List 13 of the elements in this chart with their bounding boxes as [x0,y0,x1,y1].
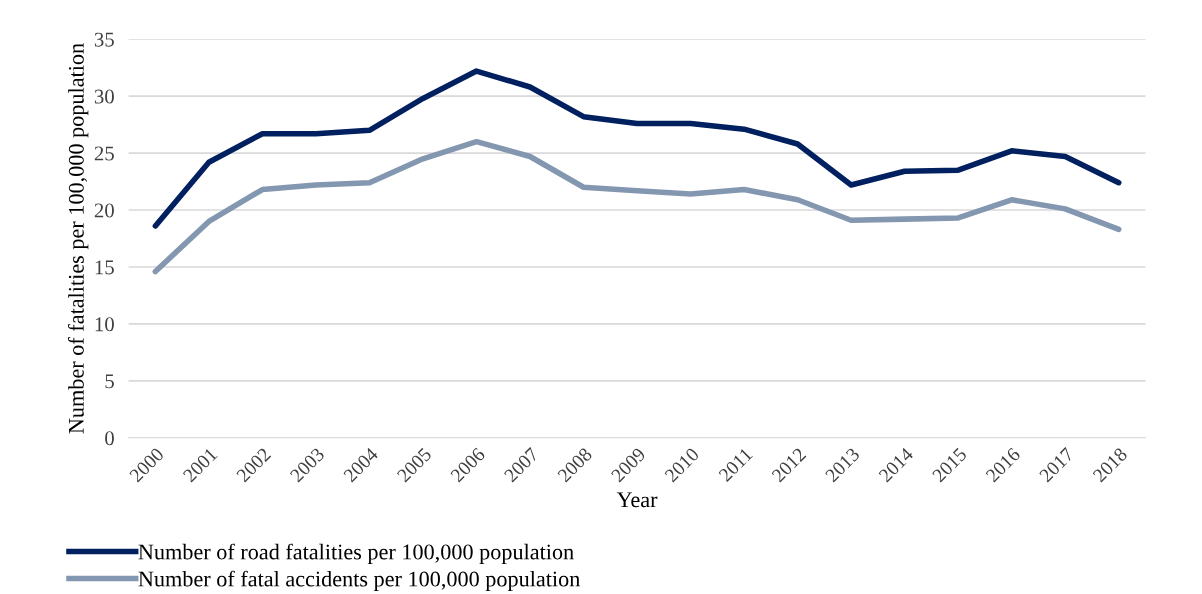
y-tick-label: 30 [94,89,114,104]
legend-label: Number of fatal accidents per 100,000 population [138,570,580,592]
y-tick-label: 0 [105,431,114,446]
y-tick-label: 20 [94,203,114,218]
x-tick-label: 2011 [718,447,753,483]
y-axis-title: Number of fatalities per 100,000 population [67,43,89,434]
y-tick-label: 35 [94,32,114,47]
y-tick-label: 25 [94,146,114,161]
legend-label: Number of road fatalities per 100,000 population [138,543,574,565]
y-tick-label: 10 [95,317,114,332]
x-axis-title: Year [616,492,658,508]
y-tick-label: 15 [95,260,114,275]
y-tick-label: 5 [105,374,114,389]
